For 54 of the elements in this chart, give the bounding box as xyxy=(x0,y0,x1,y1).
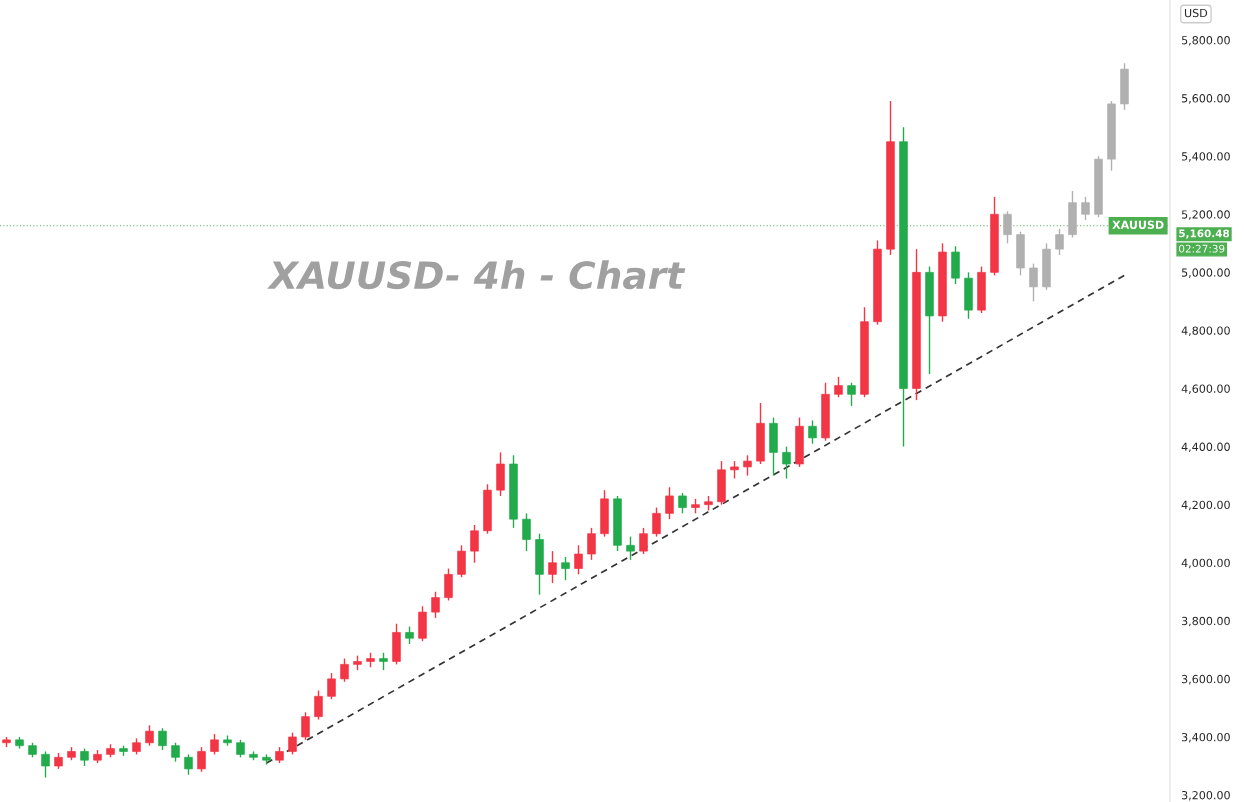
y-tick-label: 5,200.00 xyxy=(1181,210,1230,220)
candlestick xyxy=(1003,210,1012,245)
text: XAUUSD- 4h - Chart xyxy=(267,260,686,290)
candlestick xyxy=(288,731,297,756)
candlestick xyxy=(340,657,349,683)
candlestick xyxy=(431,591,440,619)
candlestick xyxy=(314,689,323,721)
candlestick xyxy=(197,746,206,773)
text: 02:27:39 xyxy=(1179,244,1225,253)
y-tick-label: 3,800.00 xyxy=(1181,616,1230,627)
text: 5,160.48 xyxy=(1179,229,1230,239)
y-tick-label: 5,600.00 xyxy=(1181,94,1230,104)
y-tick-label: 5,400.00 xyxy=(1181,152,1230,162)
candlestick xyxy=(1029,262,1038,303)
candlestick xyxy=(808,419,817,445)
candlestick xyxy=(158,727,167,751)
candlestick xyxy=(782,445,791,480)
text: USD xyxy=(1184,8,1208,18)
y-tick-label: 3,600.00 xyxy=(1181,674,1230,685)
candlestick xyxy=(665,486,674,520)
candlestick xyxy=(444,567,453,602)
ref-line-label: XAUUSD xyxy=(1112,220,1164,229)
candlestick xyxy=(470,524,479,564)
y-tick-label: 3,200.00 xyxy=(1181,791,1230,801)
candlestick xyxy=(301,711,310,741)
y-tick-label: 3,400.00 xyxy=(1181,732,1230,743)
candlestick xyxy=(678,492,687,515)
candlestick xyxy=(1055,228,1064,256)
candlestick xyxy=(652,506,661,538)
candlestick xyxy=(327,672,336,700)
candlestick xyxy=(587,527,596,561)
candlestick xyxy=(184,753,193,776)
candlestick xyxy=(847,382,856,407)
candlestick xyxy=(743,454,752,477)
candlestick xyxy=(574,544,583,576)
y-tick-label: 4,800.00 xyxy=(1181,326,1230,336)
candlestick xyxy=(639,527,648,555)
candlestick xyxy=(171,742,180,763)
candlestick xyxy=(522,512,531,552)
candlestick xyxy=(1081,196,1090,221)
candlestick xyxy=(548,550,557,584)
candlestick xyxy=(210,733,219,756)
y-tick-label: 4,400.00 xyxy=(1181,442,1230,453)
candlestick xyxy=(561,556,570,581)
y-tick-label: 5,000.00 xyxy=(1181,268,1230,278)
candlestick xyxy=(457,544,466,578)
y-tick-label: 5,800.00 xyxy=(1181,36,1230,46)
candlestick xyxy=(834,376,843,398)
candlestick xyxy=(145,724,154,747)
candlestick xyxy=(41,750,50,779)
y-tick-label: 4,200.00 xyxy=(1181,500,1230,511)
y-tick-label: 4,000.00 xyxy=(1181,558,1230,569)
y-tick-label: 4,600.00 xyxy=(1181,384,1230,395)
candlestick xyxy=(626,535,635,561)
